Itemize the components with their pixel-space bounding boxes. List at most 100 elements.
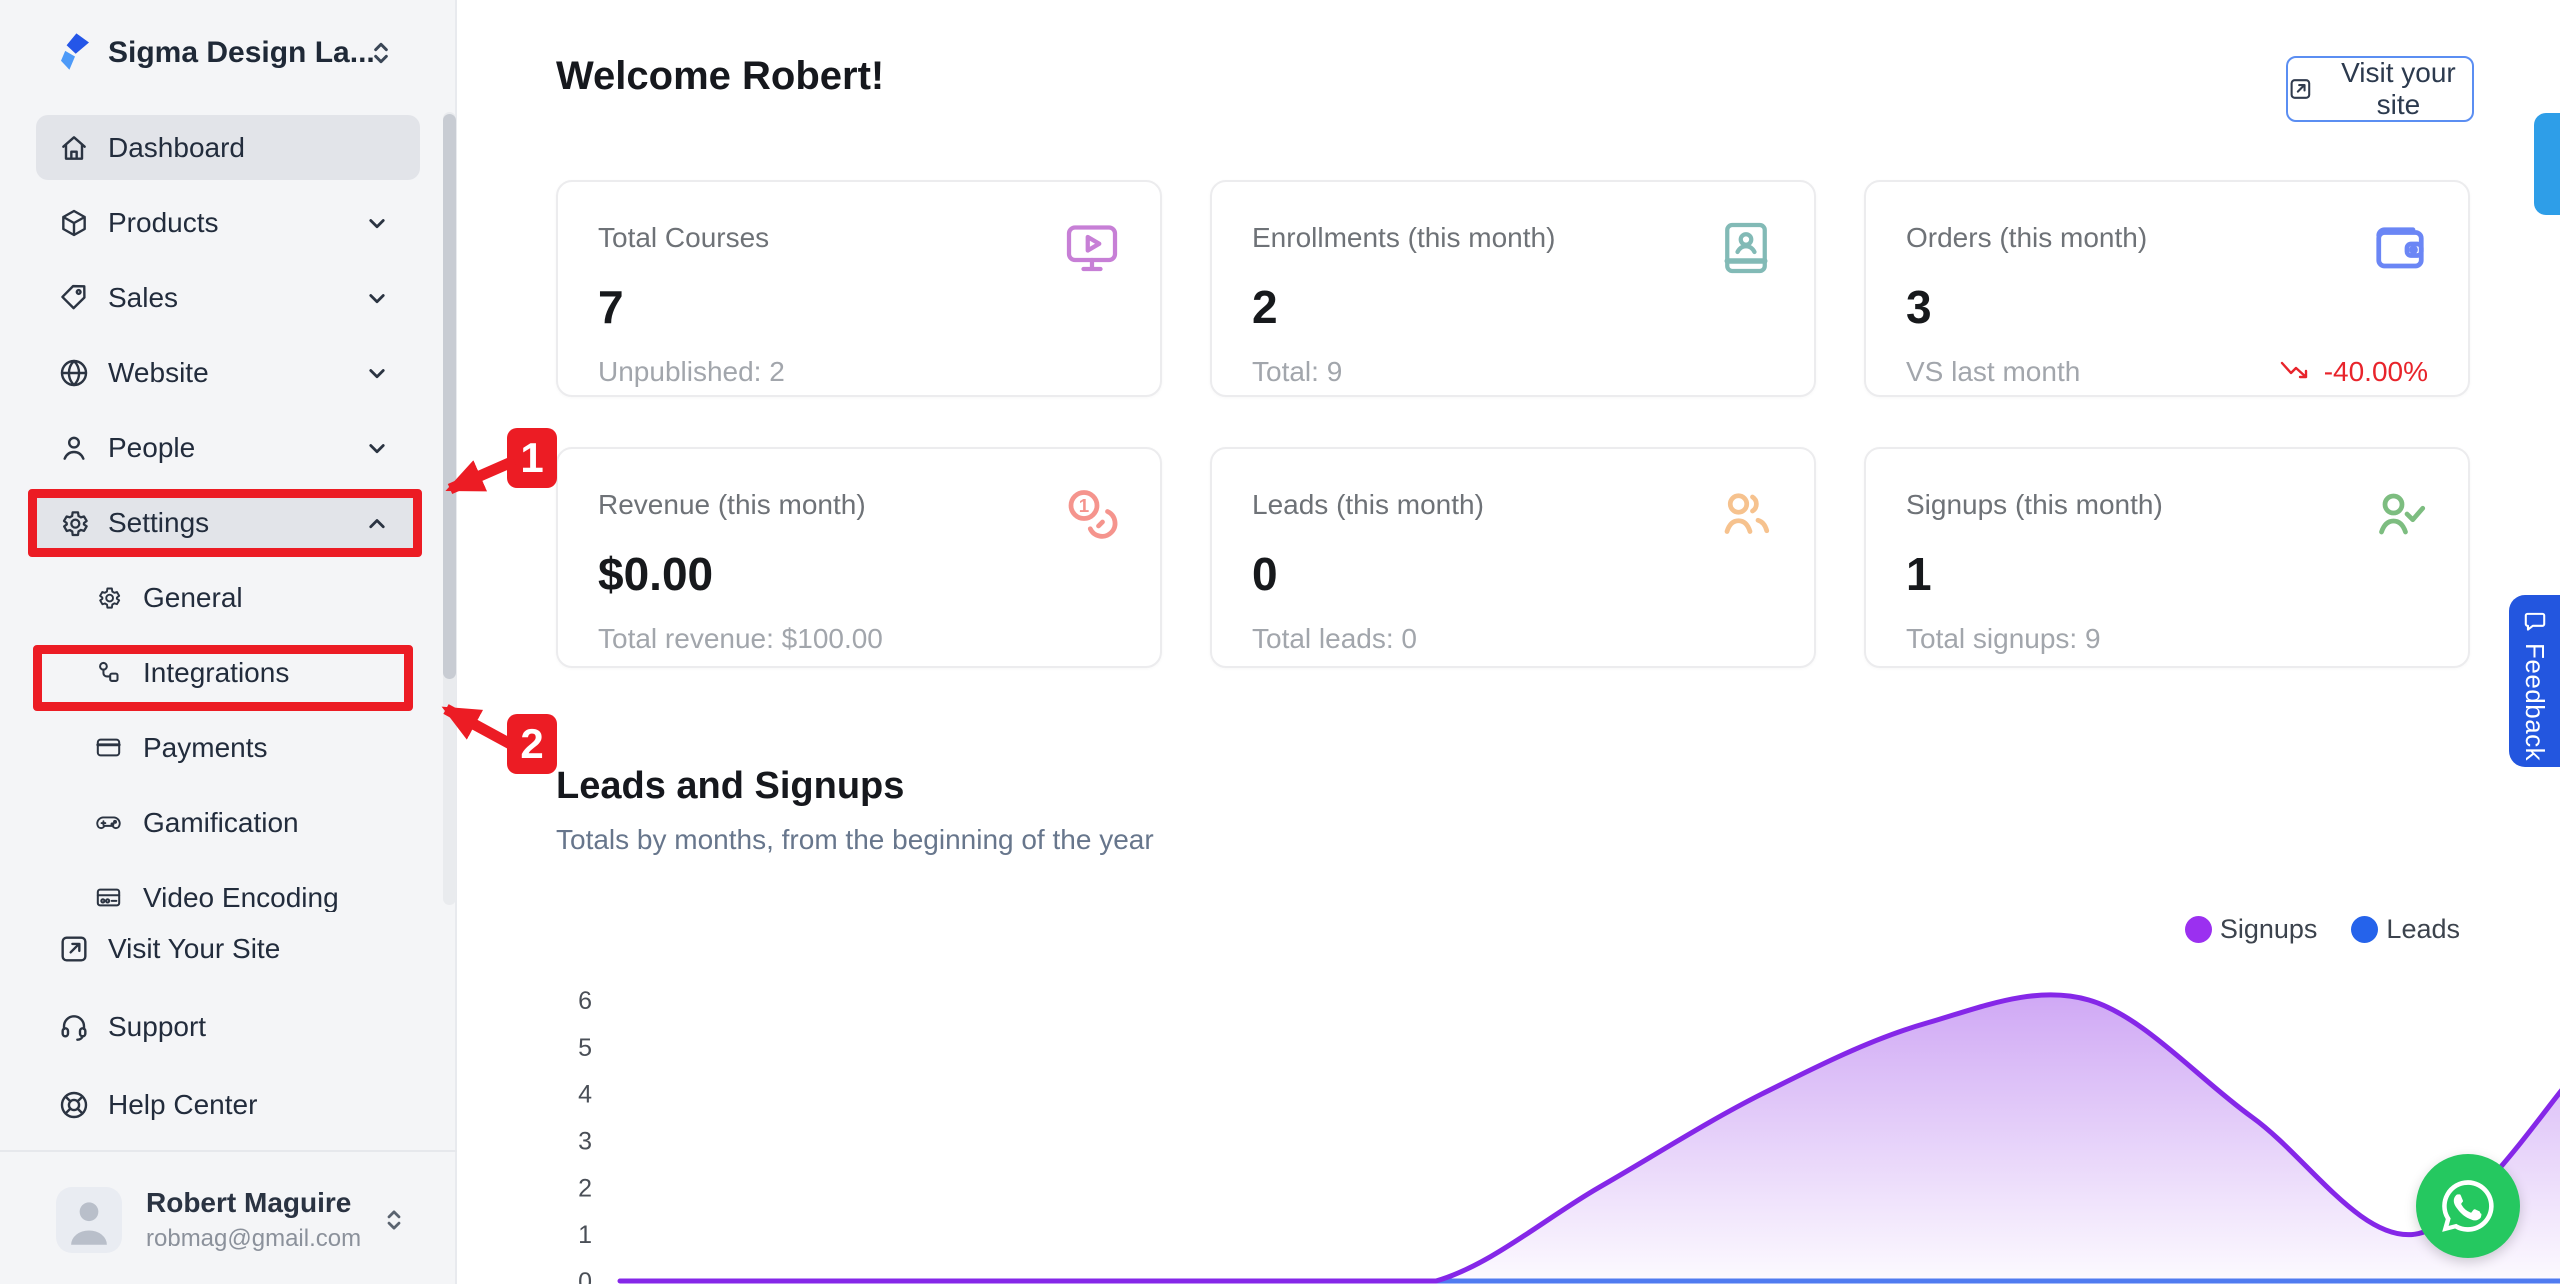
speech-bubble-icon — [2524, 612, 2545, 631]
chevron-up-icon — [369, 518, 385, 528]
signups-series-area — [620, 994, 2560, 1284]
sidebar-divider — [0, 1150, 457, 1152]
sidebar-item-label: Visit Your Site — [108, 933, 281, 964]
stat-card-leads: Leads (this month) 0 Total leads: 0 — [1210, 447, 1816, 668]
leads-signups-chart: 0 1 2 3 4 5 6 — [0, 960, 2560, 1284]
stat-card-label: Total Courses — [598, 222, 770, 253]
gamepad-icon — [96, 816, 121, 830]
workspace-logo-icon — [61, 33, 89, 70]
sidebar-item-website[interactable]: Website — [0, 335, 457, 410]
chevron-down-icon — [369, 368, 385, 378]
sidebar-scrollbar[interactable] — [443, 114, 456, 679]
credit-card-icon — [96, 738, 121, 757]
legend-item-leads[interactable]: Leads — [2351, 914, 2460, 945]
gear-icon — [62, 510, 88, 536]
stat-card-sub: Total: 9 — [1252, 356, 1343, 387]
sidebar-item-label: Sales — [108, 281, 179, 313]
sidebar-item-visit-your-site[interactable]: Visit Your Site — [0, 910, 457, 988]
svg-text:0: 0 — [578, 1268, 592, 1284]
sidebar-item-label: Help Center — [108, 1089, 258, 1120]
stat-cards: Total Courses 7 Unpublished: 2 Enrollmen… — [556, 180, 2470, 668]
coins-icon: 1 — [1068, 490, 1118, 539]
sidebar-item-payments[interactable]: Payments — [0, 710, 457, 785]
stat-card-sub: Total leads: 0 — [1252, 623, 1417, 654]
sidebar-nav: Dashboard Products Sales W — [0, 110, 457, 912]
visit-your-site-label: Visit your site — [2341, 57, 2456, 120]
video-monitor-icon — [96, 888, 121, 907]
box-icon — [62, 209, 86, 236]
legend-label: Leads — [2386, 914, 2460, 944]
legend-item-signups[interactable]: Signups — [2184, 914, 2318, 945]
sidebar-item-dashboard[interactable]: Dashboard — [0, 110, 457, 185]
sidebar-item-label: Settings — [108, 506, 210, 538]
svg-text:3: 3 — [578, 1128, 592, 1156]
legend-dot-leads — [2351, 916, 2379, 943]
sidebar-item-label: Payments — [143, 731, 268, 763]
sidebar: Sigma Design La... Dashboard Products — [0, 0, 457, 1284]
unfold-icon — [387, 1210, 401, 1230]
stat-card-orders: Orders (this month) 3 VS last month -40.… — [1864, 180, 2470, 397]
sidebar-item-products[interactable]: Products — [0, 185, 457, 260]
svg-text:2: 2 — [578, 1174, 592, 1202]
svg-text:5: 5 — [578, 1034, 592, 1062]
sidebar-item-label: Video Encoding — [143, 881, 339, 913]
stat-card-label: Revenue (this month) — [598, 489, 866, 520]
feedback-tab[interactable]: Feedback — [2509, 595, 2560, 767]
chevron-down-icon — [369, 293, 385, 303]
stat-card-sub: VS last month — [1906, 356, 2081, 387]
home-icon — [62, 135, 86, 160]
svg-text:1: 1 — [1079, 495, 1089, 516]
life-buoy-icon — [60, 1091, 88, 1119]
sidebar-item-people[interactable]: People — [0, 410, 457, 485]
stat-card-value: 3 — [1906, 281, 1932, 333]
sidebar-scrollbar-track — [443, 112, 456, 905]
sidebar-item-help-center[interactable]: Help Center — [0, 1066, 457, 1144]
users-icon — [1724, 493, 1770, 534]
trend-indicator: -40.00% — [2280, 356, 2428, 388]
annotation-arrow-1 — [445, 455, 517, 495]
trend-value: -40.00% — [2323, 356, 2428, 387]
profile-menu[interactable]: Robert Maguire robmag@gmail.com — [0, 1178, 457, 1262]
sidebar-item-sales[interactable]: Sales — [0, 260, 457, 335]
sidebar-item-support[interactable]: Support — [0, 988, 457, 1066]
monitor-play-icon — [1066, 225, 1118, 272]
sidebar-item-label: Gamification — [143, 806, 299, 838]
visit-your-site-button[interactable]: Visit your site — [2286, 56, 2474, 122]
gear-icon — [99, 587, 121, 609]
stat-card-sub: Total signups: 9 — [1906, 623, 2101, 654]
wallet-icon — [2376, 227, 2424, 269]
sidebar-item-label: General — [143, 581, 243, 613]
sidebar-item-settings[interactable]: Settings — [0, 485, 457, 560]
sidebar-item-label: Support — [108, 1011, 207, 1042]
stat-card-signups: Signups (this month) 1 Total signups: 9 — [1864, 447, 2470, 668]
avatar — [56, 1187, 122, 1253]
sidebar-item-label: Website — [108, 356, 209, 388]
profile-email: robmag@gmail.com — [146, 1225, 362, 1252]
workspace-switcher[interactable]: Sigma Design La... — [0, 22, 457, 84]
whatsapp-button[interactable] — [2416, 1154, 2520, 1258]
trend-down-icon — [2280, 361, 2307, 379]
side-panel-peek-button[interactable] — [2534, 113, 2560, 215]
stat-card-label: Orders (this month) — [1906, 222, 2148, 253]
stat-card-label: Signups (this month) — [1906, 489, 2163, 520]
legend-dot-signups — [2184, 916, 2212, 943]
sidebar-item-video-encoding[interactable]: Video Encoding — [0, 860, 457, 912]
external-link-icon — [2290, 79, 2311, 99]
book-user-icon — [1724, 222, 1768, 274]
sidebar-footer-nav: Visit Your Site Support Help Center — [0, 910, 457, 1144]
feedback-label: Feedback — [2520, 643, 2550, 762]
sidebar-item-label: People — [108, 431, 196, 463]
svg-text:6: 6 — [578, 987, 592, 1015]
sidebar-item-integrations[interactable]: Integrations — [0, 635, 457, 710]
sidebar-item-gamification[interactable]: Gamification — [0, 785, 457, 860]
person-icon — [63, 436, 85, 460]
sidebar-item-general[interactable]: General — [0, 560, 457, 635]
signups-series-line — [617, 992, 2560, 1284]
stat-card-value: 1 — [1906, 548, 1932, 600]
sidebar-item-label: Products — [108, 206, 219, 238]
globe-icon — [60, 359, 88, 386]
user-check-icon — [2379, 493, 2426, 535]
chart-legend: Signups Leads — [0, 914, 2460, 945]
legend-label: Signups — [2219, 914, 2318, 944]
sidebar-item-label: Dashboard — [108, 131, 245, 163]
